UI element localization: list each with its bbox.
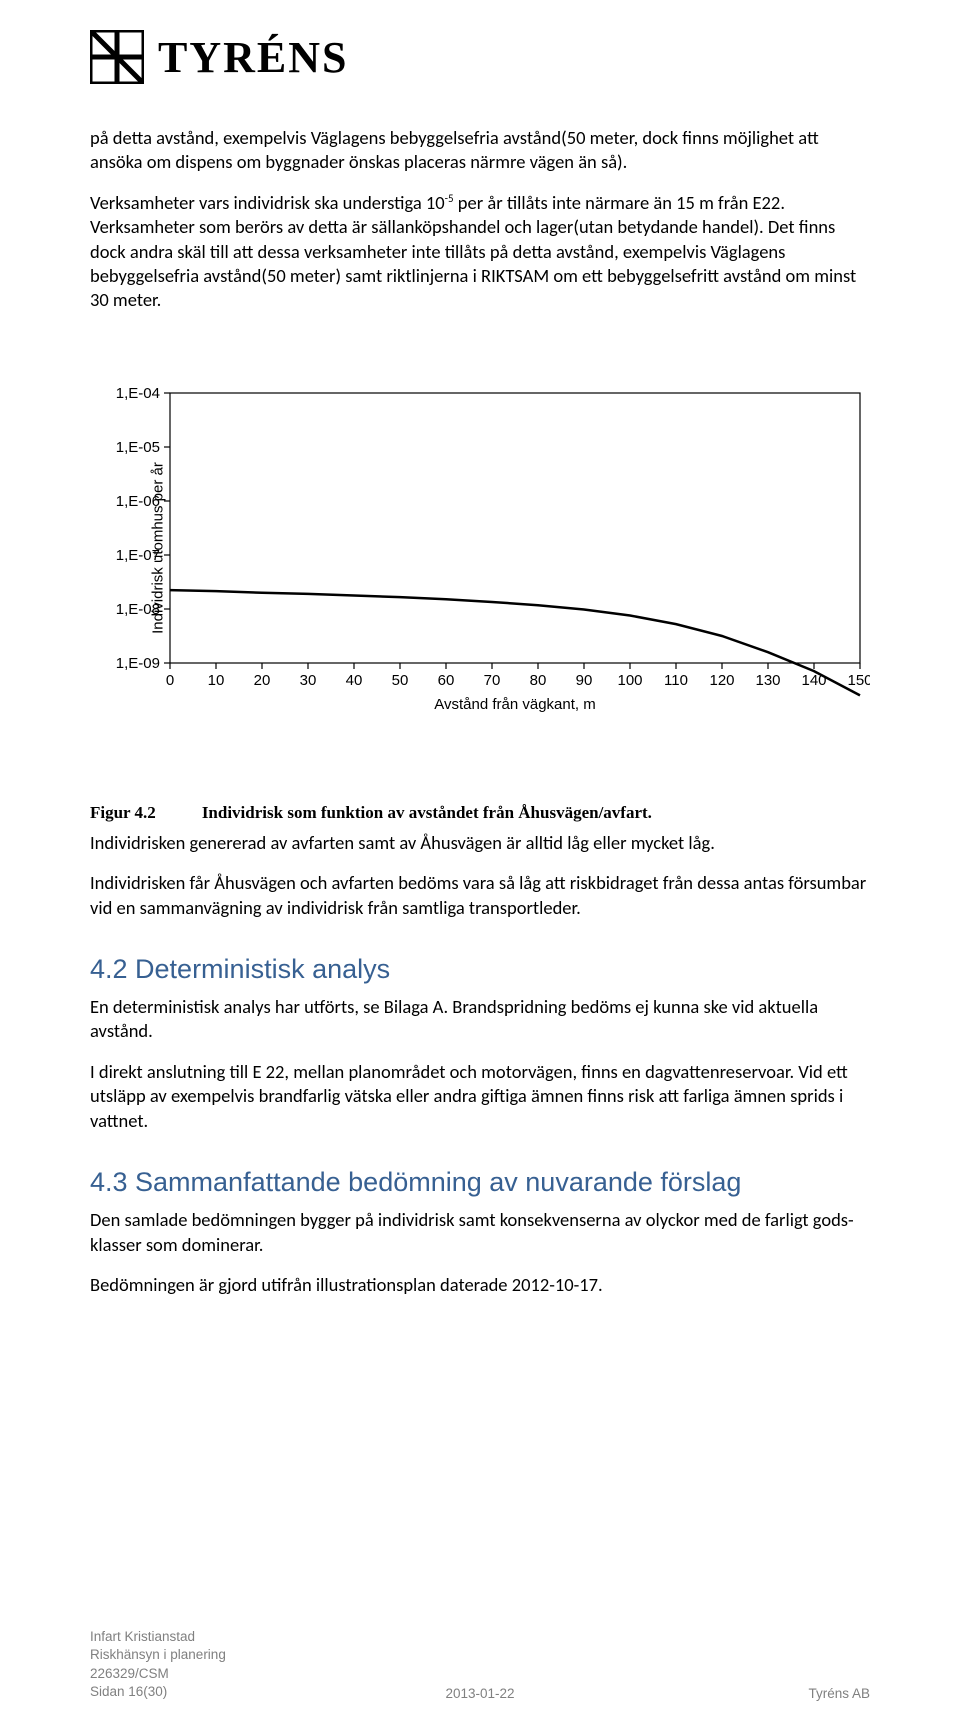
footer-center: 2013-01-22 — [445, 1686, 514, 1701]
paragraph: på detta avstånd, exempelvis Väglagens b… — [90, 126, 870, 175]
footer-line: Riskhänsyn i planering — [90, 1646, 226, 1664]
svg-text:70: 70 — [484, 672, 501, 689]
paragraph: Den samlade bedömningen bygger på indivi… — [90, 1208, 870, 1257]
footer-line: Sidan 16(30) — [90, 1683, 226, 1701]
svg-text:60: 60 — [438, 672, 455, 689]
chart-ylabel: Individrisk utomhus per år — [149, 462, 166, 634]
page-footer: Infart Kristianstad Riskhänsyn i planeri… — [90, 1628, 870, 1701]
svg-text:10: 10 — [208, 672, 225, 689]
svg-text:1,E-05: 1,E-05 — [116, 439, 160, 456]
svg-text:100: 100 — [617, 672, 642, 689]
figure-caption: Figur 4.2 Individrisk som funktion av av… — [90, 803, 870, 823]
logo-icon — [90, 30, 144, 84]
footer-right: Tyréns AB — [808, 1686, 870, 1701]
footer-left: Infart Kristianstad Riskhänsyn i planeri… — [90, 1628, 226, 1701]
logo: TYRÉNS — [90, 30, 870, 84]
paragraph: Individrisken genererad av avfarten samt… — [90, 831, 870, 855]
svg-text:130: 130 — [755, 672, 780, 689]
figure-caption-text: Individrisk som funktion av avståndet fr… — [202, 803, 652, 823]
svg-text:120: 120 — [709, 672, 734, 689]
svg-text:150: 150 — [847, 672, 870, 689]
svg-text:30: 30 — [300, 672, 317, 689]
heading-4-2: 4.2 Deterministisk analys — [90, 954, 870, 985]
footer-line: Infart Kristianstad — [90, 1628, 226, 1646]
svg-text:Avstånd från vägkant, m: Avstånd från vägkant, m — [434, 696, 595, 713]
svg-text:50: 50 — [392, 672, 409, 689]
footer-line: 226329/CSM — [90, 1665, 226, 1683]
paragraph: Bedömningen är gjord utifrån illustratio… — [90, 1273, 870, 1297]
svg-text:0: 0 — [166, 672, 174, 689]
paragraph: Individrisken får Åhusvägen och avfarten… — [90, 871, 870, 920]
svg-text:1,E-09: 1,E-09 — [116, 655, 160, 672]
figure-label: Figur 4.2 — [90, 803, 156, 823]
paragraph: Verksamheter vars individrisk ska unders… — [90, 191, 870, 313]
svg-text:1,E-04: 1,E-04 — [116, 385, 160, 402]
superscript: -5 — [445, 192, 454, 205]
svg-text:110: 110 — [664, 672, 688, 689]
heading-4-3: 4.3 Sammanfattande bedömning av nuvarand… — [90, 1167, 870, 1198]
svg-text:20: 20 — [254, 672, 271, 689]
chart-individrisk: Individrisk utomhus per år 1,E-041,E-051… — [90, 383, 870, 713]
chart-svg: 1,E-041,E-051,E-061,E-071,E-081,E-090102… — [90, 383, 870, 713]
svg-text:40: 40 — [346, 672, 363, 689]
paragraph: I direkt anslutning till E 22, mellan pl… — [90, 1060, 870, 1133]
text-run: Verksamheter vars individrisk ska unders… — [90, 191, 445, 214]
svg-text:90: 90 — [576, 672, 593, 689]
svg-text:80: 80 — [530, 672, 547, 689]
paragraph: En deterministisk analys har utförts, se… — [90, 995, 870, 1044]
logo-text: TYRÉNS — [158, 32, 349, 83]
